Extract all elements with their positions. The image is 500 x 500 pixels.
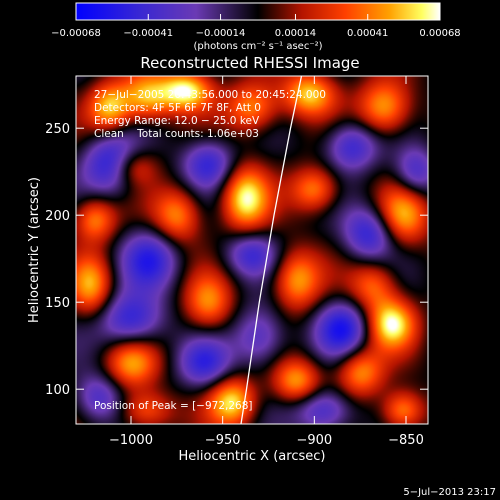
colorbar-frame [75,2,441,21]
observation-info: 27−Jul−2005 20:43:56.000 to 20:45:24.000… [94,89,326,140]
info-line-detectors: Detectors: 4F 5F 6F 7F 8F, Att 0 [94,102,261,114]
x-tick-label: −1000 [109,433,153,448]
x-tick-label: −900 [296,433,332,448]
info-line-counts: Clean Total counts: 1.06e+03 [94,128,259,140]
info-line-energy: Energy Range: 12.0 − 25.0 keV [94,115,260,127]
colorbar-units-label: (photons cm⁻² s⁻¹ asec⁻²) [193,41,322,52]
x-tick-label: −950 [205,433,241,448]
y-tick-label: 200 [45,209,70,224]
colorbar: −0.00068 −0.00041 −0.00014 0.00014 0.00041 0.… [51,2,461,52]
peak-position-label: Position of Peak = [−972,268] [94,400,253,412]
colorbar-tick-label: 0.00041 [347,28,388,39]
colorbar-tick-label: 0.00068 [419,28,460,39]
info-line-time: 27−Jul−2005 20:43:56.000 to 20:45:24.000 [94,89,326,101]
axis-ticks: −1000 −950 −900 −850 100 150 200 250 [45,76,428,448]
y-tick-label: 100 [45,383,70,398]
colorbar-tick-label: 0.00014 [275,28,316,39]
colorbar-tick-label: −0.00014 [196,28,246,39]
plot-frame [75,75,429,425]
x-tick-label: −850 [388,433,424,448]
colorbar-tick-label: −0.00041 [123,28,173,39]
colorbar-ticks: −0.00068 −0.00041 −0.00014 0.00014 0.00041 0.… [51,14,461,39]
y-axis-title: Heliocentric Y (arcsec) [27,177,42,323]
y-tick-label: 250 [45,122,70,137]
heatmap-container [76,76,428,424]
heatmap-image [76,76,428,424]
colorbar-gradient [76,3,440,20]
solar-limb-line [240,75,303,425]
x-axis-title: Heliocentric X (arcsec) [179,449,326,464]
y-tick-label: 150 [45,296,70,311]
colorbar-tick-label: −0.00068 [51,28,101,39]
chart-title: Reconstructed RHESSI Image [140,54,359,72]
date-stamp: 5−Jul−2013 23:17 [403,487,496,498]
